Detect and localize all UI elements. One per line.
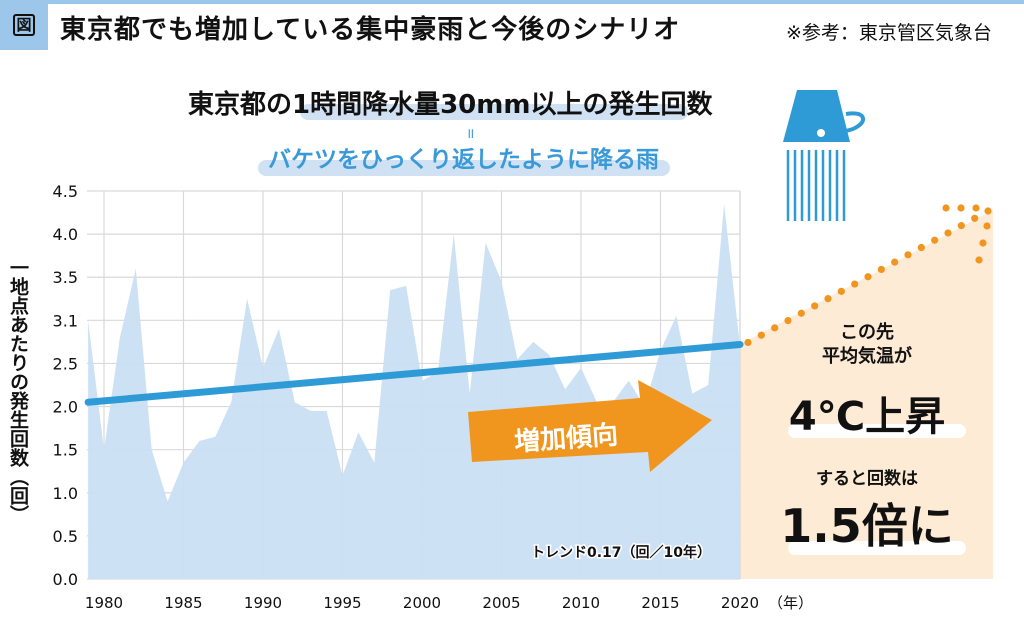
source-note: ※参考：東京管区気象台 — [786, 22, 992, 44]
y-axis-label: 一地点あたりの発生回数（回） — [7, 258, 29, 524]
projection-dot — [877, 265, 885, 274]
y-tick-label: 1.5 — [53, 441, 78, 460]
y-tick-label: 4.5 — [53, 182, 78, 201]
y-tick-label: 0.0 — [53, 570, 78, 589]
projection-dot — [931, 236, 939, 244]
projection-dot — [891, 258, 899, 266]
page-title: 東京都でも増加している集中豪雨と今後のシナリオ — [60, 15, 681, 45]
trend-annotation: トレンド0.17（回／10年） — [531, 544, 711, 561]
projection-line1: この先 — [840, 322, 894, 343]
projection-dot — [811, 302, 819, 310]
projection-dot — [744, 338, 752, 347]
projection-dot — [971, 214, 979, 222]
y-tick-label: 2.0 — [53, 398, 78, 417]
y-tick-label: 0.5 — [53, 527, 78, 546]
projection-dot — [972, 204, 980, 212]
projection-line3: すると回数は — [816, 469, 918, 489]
subtitle-highlight — [300, 104, 688, 120]
x-tick-label: 2000 — [403, 594, 441, 612]
projection-dot — [983, 222, 991, 230]
projection-panel — [740, 210, 993, 579]
equals-sign: ॥ — [466, 126, 475, 142]
x-tick-label: 2015 — [641, 594, 679, 612]
x-tick-label: 1990 — [244, 594, 282, 612]
projection-dot — [984, 207, 992, 215]
x-tick-label: 1985 — [164, 594, 202, 612]
y-tick-labels: 0.0 0.5 1.0 1.5 2.0 2.5 3.1 3.5 4.0 4.5 — [53, 182, 78, 589]
y-tick-label: 3.5 — [53, 268, 78, 287]
chart-subtitle: 東京都の1時間降水量30mm以上の発生回数 — [188, 90, 713, 120]
projection-dot — [979, 239, 987, 247]
chart-description: バケツをひっくり返したように降る雨 — [268, 147, 659, 173]
projection-dot — [957, 222, 965, 230]
multiplier: 1.5倍に — [780, 499, 954, 553]
rain-lines-icon — [786, 150, 846, 221]
projection-dot — [771, 324, 779, 332]
projection-dot — [837, 287, 845, 295]
projection-dot — [824, 295, 832, 303]
x-tick-label: 1980 — [85, 594, 123, 612]
y-tick-label: 4.0 — [53, 225, 78, 244]
area-series — [88, 203, 741, 579]
x-axis-unit-label: （年） — [768, 594, 813, 612]
description-highlight — [258, 160, 670, 176]
projection-dots — [744, 204, 992, 347]
x-tick-label: 2020 — [721, 594, 759, 612]
increase-arrow-icon — [468, 380, 712, 472]
projection-dot — [917, 243, 925, 252]
figure-badge-label: 図 — [13, 14, 35, 36]
x-tick-label: 2005 — [482, 594, 520, 612]
temperature-highlight — [788, 424, 966, 438]
temperature-rise: 4℃上昇 — [788, 394, 946, 440]
projection-dot — [942, 204, 950, 212]
header-accent-bar — [0, 0, 1024, 4]
x-tick-label: 2010 — [562, 594, 600, 612]
projection-dot — [797, 309, 805, 317]
trend-line — [84, 340, 744, 406]
projection-dot — [784, 316, 792, 325]
projection-dot — [975, 256, 983, 264]
figure-badge: 図 — [0, 0, 48, 50]
multiplier-highlight — [788, 541, 966, 555]
projection-dot — [957, 204, 965, 212]
x-tick-labels: 1980 1985 1990 1995 2000 2005 2010 2015 2020 — [85, 594, 759, 612]
bucket-icon — [783, 90, 866, 221]
y-tick-label: 2.5 — [53, 354, 78, 373]
projection-line2: 平均気温が — [822, 346, 912, 367]
y-tick-label: 1.0 — [53, 484, 78, 503]
projection-dot — [944, 229, 952, 237]
arrow-label: 増加傾向 — [513, 419, 619, 457]
x-tick-label: 1995 — [323, 594, 361, 612]
y-tick-label: 3.1 — [53, 311, 78, 330]
projection-dot — [904, 251, 912, 259]
projection-dot — [864, 273, 872, 281]
projection-dot — [757, 331, 765, 339]
projection-dot — [851, 280, 859, 288]
